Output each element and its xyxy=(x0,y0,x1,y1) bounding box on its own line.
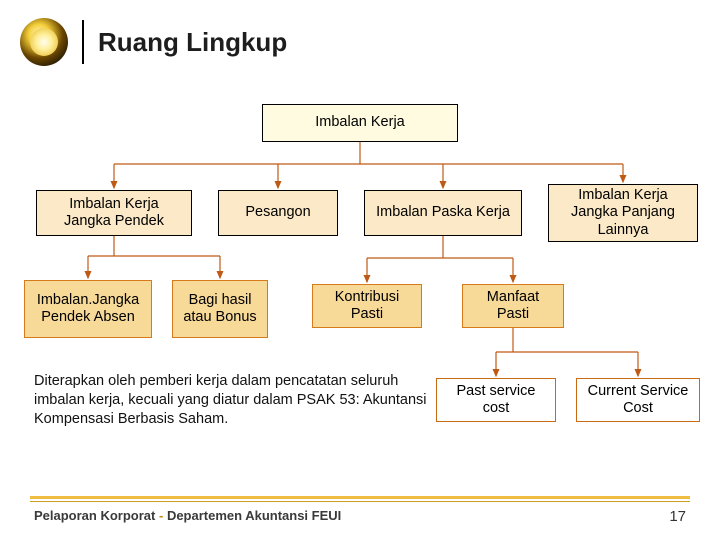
node-mid-pesangon: Pesangon xyxy=(218,190,338,236)
node-mid-jangka-pendek: Imbalan Kerja Jangka Pendek xyxy=(36,190,192,236)
footer-right: Departemen Akuntansi FEUI xyxy=(167,508,341,523)
node-mid-paska-kerja: Imbalan Paska Kerja xyxy=(364,190,522,236)
footer-text: Pelaporan Korporat - Departemen Akuntans… xyxy=(34,508,341,523)
footer-dash: - xyxy=(159,508,167,523)
footer-left: Pelaporan Korporat xyxy=(34,508,155,523)
node-leaf-manfaat: Manfaat Pasti xyxy=(462,284,564,328)
page-number: 17 xyxy=(669,508,686,525)
slide: Ruang Lingkup xyxy=(0,0,720,540)
node-leaf-absen: Imbalan.Jangka Pendek Absen xyxy=(24,280,152,338)
node-cost-current: Current Service Cost xyxy=(576,378,700,422)
node-cost-past: Past service cost xyxy=(436,378,556,422)
diagram: Imbalan Kerja Imbalan Kerja Jangka Pende… xyxy=(0,0,720,540)
node-leaf-bonus: Bagi hasil atau Bonus xyxy=(172,280,268,338)
description-text: Diterapkan oleh pemberi kerja dalam penc… xyxy=(34,372,430,429)
node-mid-jangka-panjang: Imbalan Kerja Jangka Panjang Lainnya xyxy=(548,184,698,242)
node-leaf-kontribusi: Kontribusi Pasti xyxy=(312,284,422,328)
node-root: Imbalan Kerja xyxy=(262,104,458,142)
